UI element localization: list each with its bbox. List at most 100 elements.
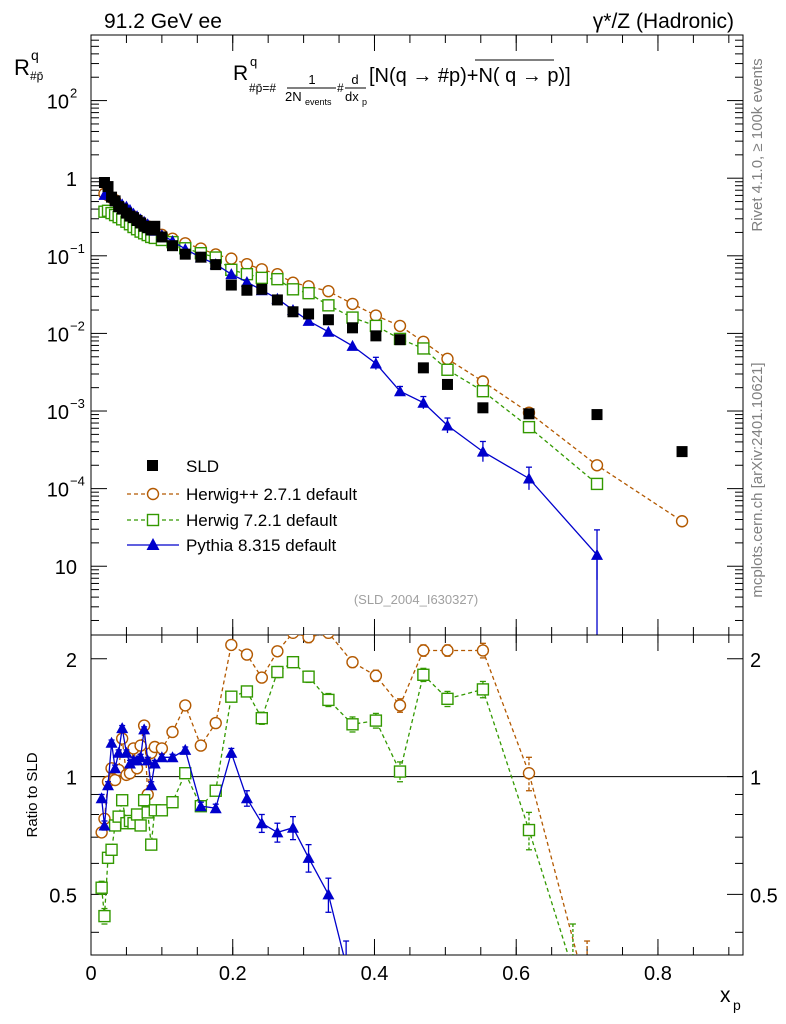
ratio-point-herwig7 <box>271 665 284 679</box>
ratio-point-herwig7 <box>137 794 151 807</box>
x-tick-label: 0.8 <box>644 963 672 985</box>
data-point-pythia <box>346 339 359 351</box>
data-point-sld <box>256 283 268 295</box>
formula-frac1-numerator: 1 <box>308 72 315 87</box>
ratio-point-herwig7 <box>567 965 578 976</box>
ratio-point-herwigpp <box>417 644 430 657</box>
ratio-point-pythia <box>340 959 352 970</box>
data-point-sld <box>225 279 237 291</box>
ratio-y-tick-label: 1 <box>66 768 77 790</box>
legend-entry-sld: SLD <box>147 457 219 476</box>
formula-hash: # <box>337 81 344 95</box>
data-point-sld <box>271 294 283 306</box>
legend-herwigpp-label: Herwig++ 2.7.1 default <box>186 485 357 504</box>
ratio-y-tick-label: 2 <box>66 650 77 672</box>
legend-herwig7-label: Herwig 7.2.1 default <box>186 511 337 530</box>
ratio-point-herwigpp <box>322 635 335 639</box>
data-point-herwig7 <box>441 363 454 376</box>
data-point-pythia <box>225 268 238 280</box>
ratio-y-tick-label: 0.5 <box>49 885 77 907</box>
ratio-point-herwigpp <box>134 739 147 752</box>
data-point-herwig7 <box>346 311 359 324</box>
data-point-herwig7 <box>302 286 315 300</box>
ratio-axes: 0.5 0.5 1 1 2 2 0 0.2 0.4 0.6 0.8 <box>49 635 778 985</box>
data-point-herwigpp <box>675 515 689 528</box>
data-point-sld <box>441 378 453 390</box>
data-point-pythia <box>302 314 315 326</box>
data-point-herwigpp <box>441 352 454 366</box>
ratio-line-herwigpp <box>100 635 578 955</box>
data-point-sld <box>156 231 168 243</box>
data-point-herwig7 <box>476 385 490 398</box>
ratio-point-herwig7 <box>441 692 454 706</box>
series-sld <box>98 177 688 458</box>
data-point-sld <box>287 306 299 318</box>
main-y-tick-label: 10 <box>47 92 69 114</box>
data-point-herwigpp <box>322 284 335 298</box>
data-point-sld <box>591 409 603 421</box>
formula-frac1-denominator: 2N <box>285 89 302 104</box>
x-tick-label: 0.2 <box>219 963 247 985</box>
main-y-tick-exponent: −4 <box>70 474 85 489</box>
ratio-point-herwigpp <box>582 987 593 998</box>
main-y-tick-label: 10 <box>47 480 69 502</box>
legend-herwigpp-marker <box>146 487 160 501</box>
ratio-point-herwig7 <box>302 670 315 683</box>
y-title-superscript: q <box>31 47 39 63</box>
x-tick-label: 0.4 <box>361 963 389 985</box>
ratio-point-herwig7 <box>522 823 536 837</box>
data-point-sld <box>676 446 688 458</box>
ratio-line-herwig7 <box>100 661 569 955</box>
ratio-point-herwig7 <box>95 881 108 894</box>
formula-frac1-denominator-subscript: events <box>305 97 332 107</box>
data-point-herwig7 <box>522 420 536 434</box>
ratio-point-herwigpp <box>302 635 315 644</box>
ratio-point-pythia <box>116 722 129 734</box>
main-y-tick-label: 1 <box>66 169 77 191</box>
ratio-point-herwigpp <box>255 671 268 684</box>
main-y-axis-title: R q #p̄ <box>14 47 44 83</box>
ratio-point-herwig7 <box>115 794 129 807</box>
analysis-watermark: (SLD_2004_I630327) <box>354 592 478 607</box>
ratio-point-herwig7 <box>130 808 144 821</box>
ratio-point-pythia <box>134 751 147 763</box>
header-energy-label: 91.2 GeV ee <box>104 10 222 33</box>
ratio-point-pythia <box>271 826 284 838</box>
formula-frac2-numerator: d <box>351 72 358 87</box>
data-point-herwig7 <box>590 477 604 491</box>
ratio-point-pythia <box>120 746 133 758</box>
ratio-point-herwig7 <box>179 767 192 780</box>
ratio-point-pythia <box>194 800 207 812</box>
ratio-point-herwig7 <box>145 838 158 851</box>
data-point-herwigpp <box>369 309 383 322</box>
ratio-point-herwig7 <box>134 819 147 832</box>
data-point-sld <box>167 240 178 252</box>
data-point-pythia <box>591 548 604 560</box>
mcplots-reference-label: mcplots.cern.ch [arXiv:2401.10621] <box>749 362 766 597</box>
data-point-herwig7 <box>271 272 284 286</box>
ratio-point-herwig7 <box>155 804 169 817</box>
data-point-herwig7 <box>417 342 430 355</box>
data-point-sld <box>523 408 535 420</box>
ratio-point-pythia <box>138 723 151 735</box>
data-point-sld <box>179 248 191 260</box>
data-point-pythia <box>322 325 335 337</box>
y-title-letter: R <box>14 55 30 80</box>
ratio-series-pythia <box>95 722 352 970</box>
ratio-point-herwigpp <box>225 638 238 652</box>
ratio-point-pythia <box>286 821 299 833</box>
ratio-point-pythia <box>102 779 115 791</box>
legend-pythia-label: Pythia 8.315 default <box>186 536 337 555</box>
data-point-sld <box>303 308 315 320</box>
ratio-y-axis-title: Ratio to SLD <box>24 752 41 837</box>
y-title-subscript: #p̄ <box>30 69 44 83</box>
ratio-point-pythia <box>148 757 161 769</box>
formula-lhs-superscript: q <box>250 54 257 69</box>
ratio-y-tick-label-right: 1 <box>750 768 761 790</box>
ratio-y-tick-label-right: 2 <box>750 650 761 672</box>
ratio-point-pythia <box>141 754 154 766</box>
header-process-label: γ*/Z (Hadronic) <box>593 10 734 33</box>
main-y-tick-exponent: −1 <box>70 241 85 256</box>
ratio-point-herwigpp <box>393 699 407 712</box>
